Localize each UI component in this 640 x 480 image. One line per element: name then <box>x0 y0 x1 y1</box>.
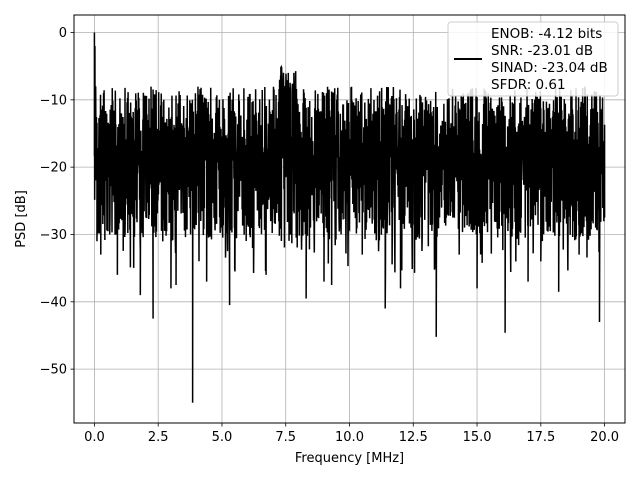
x-tick-label: 15.0 <box>463 430 492 445</box>
x-tick-label: 20.0 <box>590 430 619 445</box>
legend-box <box>447 21 619 97</box>
x-tick-label: 7.5 <box>275 430 296 445</box>
y-tick-label: 0 <box>59 26 67 41</box>
x-tick-label: 17.5 <box>526 430 555 445</box>
y-tick-label: −20 <box>40 161 67 176</box>
psd-trace-group <box>93 32 606 403</box>
x-axis-label: Frequency [MHz] <box>295 451 404 466</box>
y-tick-label: −50 <box>40 363 67 378</box>
x-tick-label: 2.5 <box>148 430 169 445</box>
legend: ENOB: -4.12 bits SNR: -23.01 dB SINAD: -… <box>447 21 619 97</box>
x-tick-label: 12.5 <box>399 430 428 445</box>
legend-snr: SNR: -23.01 dB <box>491 43 593 59</box>
x-axis-ticks: 0.0 2.5 5.0 7.5 10.0 12.5 15.0 17.5 20.0 <box>84 423 619 445</box>
y-tick-label: −40 <box>40 295 67 310</box>
x-tick-label: 5.0 <box>212 430 233 445</box>
x-tick-label: 0.0 <box>84 430 105 445</box>
legend-sfdr: SFDR: 0.61 <box>491 77 566 93</box>
psd-trace-line <box>93 32 606 403</box>
legend-enob: ENOB: -4.12 bits <box>491 26 602 42</box>
x-tick-label: 10.0 <box>335 430 364 445</box>
y-axis-label: PSD [dB] <box>14 190 29 248</box>
y-axis-ticks: 0 −10 −20 −30 −40 −50 <box>40 26 74 378</box>
legend-sinad: SINAD: -23.04 dB <box>491 60 608 76</box>
y-tick-label: −10 <box>40 93 67 108</box>
y-tick-label: −30 <box>40 228 67 243</box>
